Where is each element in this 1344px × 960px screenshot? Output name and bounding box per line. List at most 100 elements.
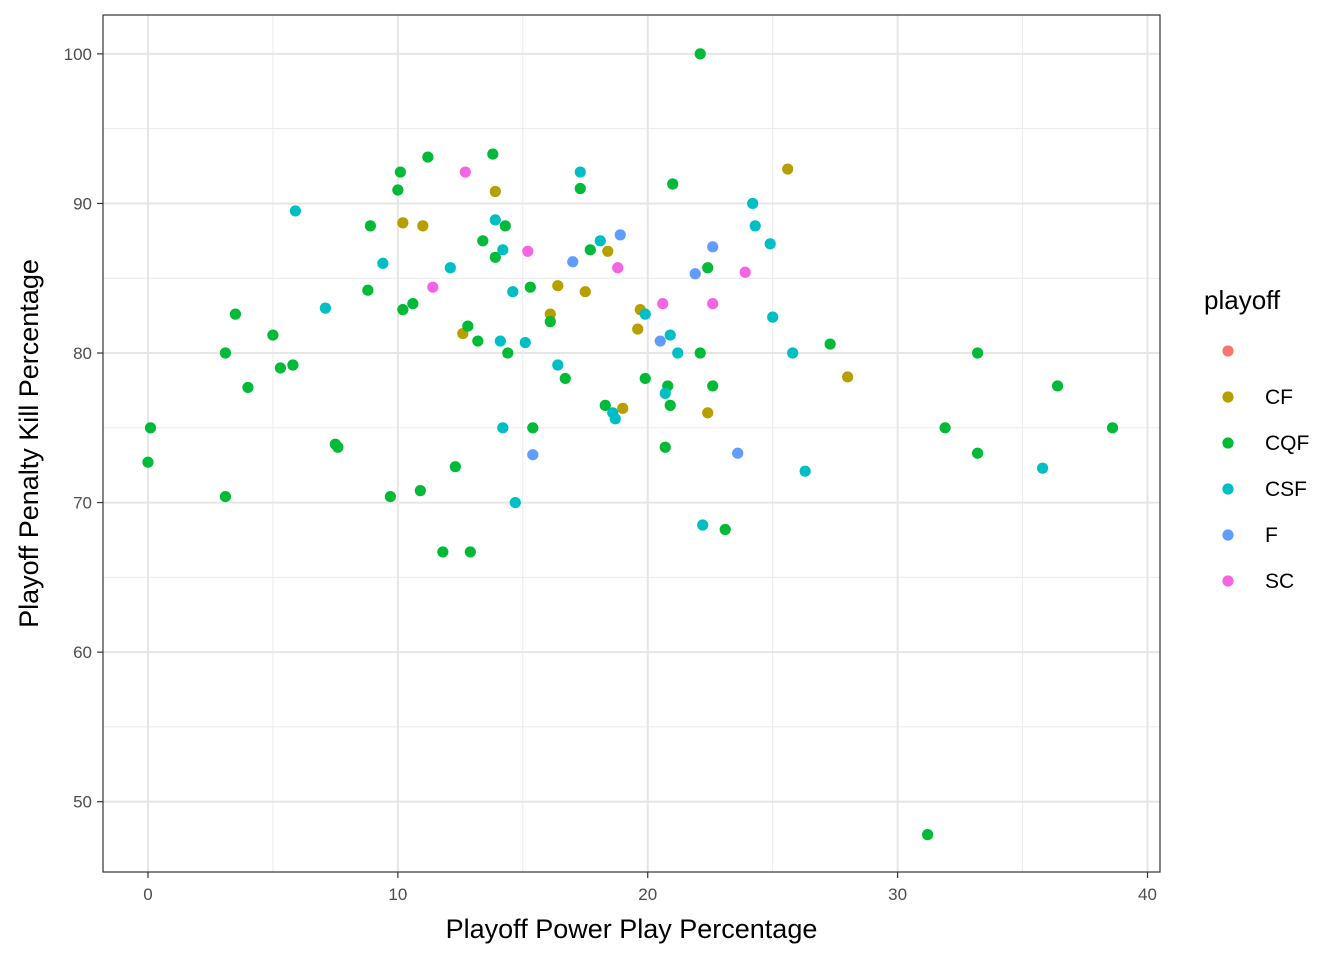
legend: playoff CF CQF CSF F SC <box>1204 285 1309 593</box>
y-tick-label: 60 <box>73 643 92 662</box>
data-point-cqf <box>332 441 344 453</box>
data-point-cqf <box>464 546 476 558</box>
data-point-csf <box>497 422 509 434</box>
data-point-cqf <box>267 329 279 341</box>
data-point-cf <box>702 407 714 419</box>
x-tick-label: 40 <box>1138 885 1157 904</box>
x-tick-label: 30 <box>888 885 907 904</box>
legend-label: CQF <box>1265 432 1309 455</box>
data-point-cqf <box>229 308 242 320</box>
data-point-cf <box>579 286 591 298</box>
data-point-cqf <box>559 372 571 385</box>
data-point-cqf <box>599 399 611 411</box>
data-point-cf <box>552 280 564 292</box>
data-point-csf <box>767 311 779 323</box>
data-point-csf <box>444 262 456 274</box>
y-tick-label: 50 <box>73 793 92 812</box>
data-point-cqf <box>144 422 157 434</box>
data-point-csf <box>639 308 651 320</box>
data-point-cqf <box>971 447 984 459</box>
data-point-cf <box>632 323 644 335</box>
data-point-cqf <box>407 298 419 310</box>
data-point-cqf <box>574 182 586 195</box>
data-point-csf <box>787 347 799 359</box>
data-point-cqf <box>362 284 374 296</box>
data-point-cqf <box>472 335 484 347</box>
y-axis: 50 60 70 80 90 100 <box>64 45 103 812</box>
data-point-sc <box>427 281 439 293</box>
data-point-cqf <box>939 422 951 434</box>
data-point-csf <box>509 496 521 509</box>
data-point-cqf <box>702 262 714 274</box>
data-point-cqf <box>437 546 449 558</box>
data-point-f <box>689 268 701 280</box>
x-tick-label: 20 <box>638 885 657 904</box>
data-point-cqf <box>694 347 706 359</box>
data-point-f <box>567 256 579 268</box>
data-point-cqf <box>527 422 539 434</box>
data-point-cqf <box>694 48 706 60</box>
data-point-cqf <box>422 151 434 163</box>
data-point-csf <box>664 329 676 341</box>
data-point-csf <box>377 257 389 269</box>
data-point-csf <box>319 302 331 314</box>
legend-key-sc <box>1222 575 1234 587</box>
data-point-sc <box>739 266 751 278</box>
data-point-cqf <box>364 220 376 232</box>
data-point-cqf <box>242 381 254 394</box>
y-tick-label: 70 <box>73 494 92 513</box>
data-point-sc <box>657 298 669 310</box>
data-point-csf <box>594 235 606 247</box>
data-point-f <box>732 447 744 459</box>
data-point-csf <box>552 359 564 371</box>
data-point-cqf <box>477 235 489 247</box>
x-tick-label: 10 <box>388 885 407 904</box>
data-point-cf <box>782 163 794 175</box>
panel-border <box>102 14 1161 873</box>
data-point-cqf <box>544 316 556 328</box>
data-point-cqf <box>499 220 511 232</box>
data-point-cqf <box>397 304 409 316</box>
data-point-cqf <box>392 184 404 196</box>
data-point-csf <box>764 238 776 250</box>
legend-title: playoff <box>1204 285 1281 315</box>
minor-gridlines <box>103 15 1160 872</box>
data-point-cqf <box>384 490 396 503</box>
data-point-cqf <box>1051 380 1064 392</box>
data-point-csf <box>1036 462 1049 474</box>
legend-label: CSF <box>1265 478 1307 501</box>
data-point-cqf <box>659 441 671 453</box>
data-point-csf <box>519 336 531 349</box>
data-point-cf <box>842 371 854 383</box>
legend-key-cf <box>1222 391 1234 403</box>
data-point-sc <box>707 298 719 310</box>
x-axis-title: Playoff Power Play Percentage <box>446 914 818 944</box>
data-point-cf <box>397 217 409 229</box>
data-point-csf <box>697 519 709 531</box>
data-point-sc <box>522 245 534 257</box>
data-point-cqf <box>394 166 406 178</box>
data-point-cqf <box>449 461 461 473</box>
y-tick-label: 90 <box>73 194 92 213</box>
y-tick-label: 80 <box>73 344 92 363</box>
data-point-cqf <box>667 178 679 190</box>
data-point-cqf <box>1106 422 1119 434</box>
legend-label: CF <box>1265 386 1293 409</box>
data-point-f <box>707 241 719 253</box>
data-point-csf <box>289 205 302 217</box>
legend-label: F <box>1265 524 1278 547</box>
data-point-csf <box>747 197 759 210</box>
legend-key-cqf <box>1222 437 1234 449</box>
data-point-cqf <box>922 829 934 841</box>
data-points <box>142 48 1119 841</box>
data-point-cf <box>602 245 614 257</box>
legend-key-csf <box>1222 483 1234 495</box>
data-point-cqf <box>824 338 836 350</box>
data-point-csf <box>799 465 811 477</box>
data-point-cqf <box>274 362 287 374</box>
x-tick-label: 0 <box>143 885 152 904</box>
data-point-csf <box>659 387 671 399</box>
data-point-csf <box>749 220 761 232</box>
data-point-csf <box>507 286 519 298</box>
